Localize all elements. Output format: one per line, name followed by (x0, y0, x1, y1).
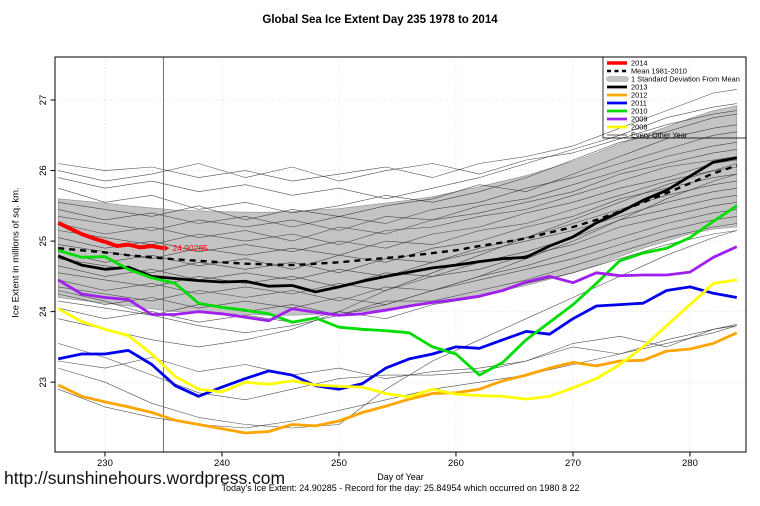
series-2011 (57, 285, 738, 398)
x-tick-label: 240 (214, 458, 230, 469)
legend-swatch-band (606, 76, 629, 82)
series-2010 (57, 204, 738, 377)
legend-label: 2010 (631, 107, 647, 116)
legend-label: 2014 (631, 59, 647, 68)
legend-label: 1 Standard Deviation From Mean (631, 75, 740, 84)
legend-label: 2009 (631, 115, 647, 124)
x-tick-label: 280 (682, 458, 698, 469)
legend-label: 2011 (631, 99, 647, 108)
axis-tick-labels: 230 240 250 260 270 280 23 24 25 26 27 (38, 95, 698, 469)
y-tick-label: 23 (38, 377, 49, 388)
axis-ticks (50, 99, 691, 457)
plot-border (54, 56, 747, 453)
legend-box (602, 56, 747, 139)
series-mean-1981-2010 (58, 164, 738, 267)
series-2014 (57, 220, 164, 251)
x-axis-label: Day of Year (377, 472, 424, 482)
y-tick-label: 25 (38, 236, 49, 247)
legend-label: Every Other Year (631, 131, 688, 140)
series-2009 (57, 245, 738, 323)
y-axis-label: Ice Extent in millions of sq. km. (10, 187, 22, 318)
x-tick-label: 230 (97, 458, 113, 469)
series-2008 (57, 278, 738, 401)
current-value-annotation: 24.90285 (172, 243, 208, 253)
x-tick-label: 270 (565, 458, 581, 469)
legend-label: Mean 1981-2010 (631, 67, 687, 76)
y-tick-label: 24 (38, 306, 49, 317)
y-tick-label: 26 (38, 165, 49, 176)
chart-title: Global Sea Ice Extent Day 235 1978 to 20… (262, 14, 498, 26)
legend-label: 2013 (631, 83, 647, 92)
x-tick-label: 250 (331, 458, 347, 469)
annotation-arrow-icon (164, 245, 170, 252)
series-2012 (57, 331, 738, 435)
footer-subtitle: Today's Ice Extent: 24.90285 - Record fo… (221, 483, 580, 493)
series-2013 (57, 156, 738, 294)
legend-label: 2012 (631, 91, 647, 100)
footer-url: http://sunshinehours.wordpress.com (4, 468, 286, 488)
y-tick-label: 27 (38, 95, 49, 106)
legend-label: 2008 (631, 123, 647, 132)
x-tick-label: 260 (448, 458, 464, 469)
